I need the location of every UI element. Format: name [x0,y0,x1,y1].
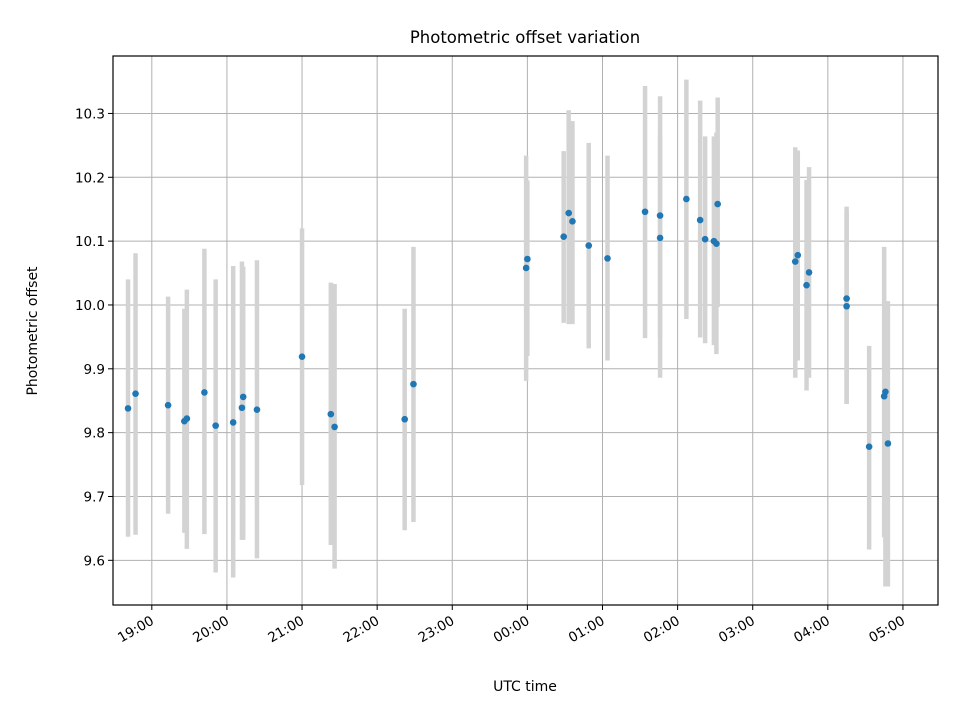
data-point [164,401,172,409]
data-point [238,404,246,412]
data-point [882,388,889,396]
x-tick-label: 20:00 [190,613,232,646]
data-points [124,195,892,450]
x-tick-label: 23:00 [416,613,458,646]
data-point [239,393,247,401]
data-point [569,218,576,225]
data-point [298,353,306,360]
y-tick-label: 9.9 [84,362,105,378]
x-tick-label: 00:00 [491,613,533,646]
data-point [696,216,704,224]
y-tick-label: 10.3 [75,106,105,122]
data-point [791,258,799,265]
y-tick-label: 9.7 [84,489,105,505]
data-point [524,255,531,263]
data-point [701,235,709,243]
data-point [713,240,720,247]
data-point [656,212,664,219]
x-tick-label: 21:00 [265,613,307,646]
data-point [183,415,191,422]
data-point [522,264,530,272]
data-point [401,415,408,423]
x-tick-label: 05:00 [866,613,908,646]
x-tick-label: 22:00 [340,613,382,646]
data-point [843,295,850,302]
data-point [229,419,237,426]
data-point [805,269,813,276]
x-tick-label: 02:00 [641,613,683,646]
y-axis-ticks: 9.6 9.7 9.8 9.9 10.0 10.1 10.2 10.3 [75,106,113,569]
y-tick-label: 10.2 [75,170,105,186]
data-point [560,233,567,240]
data-point [212,422,219,429]
x-tick-label: 04:00 [791,613,833,646]
data-point [843,302,850,310]
chart-title: Photometric offset variation [410,28,640,47]
y-tick-label: 9.8 [84,426,105,442]
data-point [604,255,611,262]
y-axis-label: Photometric offset [25,266,41,396]
data-point [201,389,208,396]
data-point [884,440,892,447]
data-point [865,443,873,450]
y-tick-label: 10.1 [75,234,105,250]
x-axis-ticks: 19:00 20:00 21:00 22:00 23:00 00:00 01:00 02:00… [115,605,908,646]
data-point [410,380,417,388]
x-axis-label: UTC time [493,679,557,695]
plot-frame [112,55,939,606]
data-point [565,209,572,217]
x-tick-label: 03:00 [716,613,758,646]
data-point [132,390,139,397]
data-point [656,234,664,242]
data-point [641,208,649,216]
data-point [714,200,721,208]
data-point [794,251,802,259]
x-tick-label: 19:00 [115,613,157,646]
data-point [803,281,810,289]
x-tick-label: 01:00 [566,613,608,646]
data-point [683,195,690,203]
data-point [327,410,335,418]
data-point [331,423,338,431]
y-tick-label: 10.0 [75,298,105,314]
data-point [585,242,593,249]
y-tick-label: 9.6 [84,553,105,569]
data-point [253,406,261,413]
data-point [124,405,132,412]
